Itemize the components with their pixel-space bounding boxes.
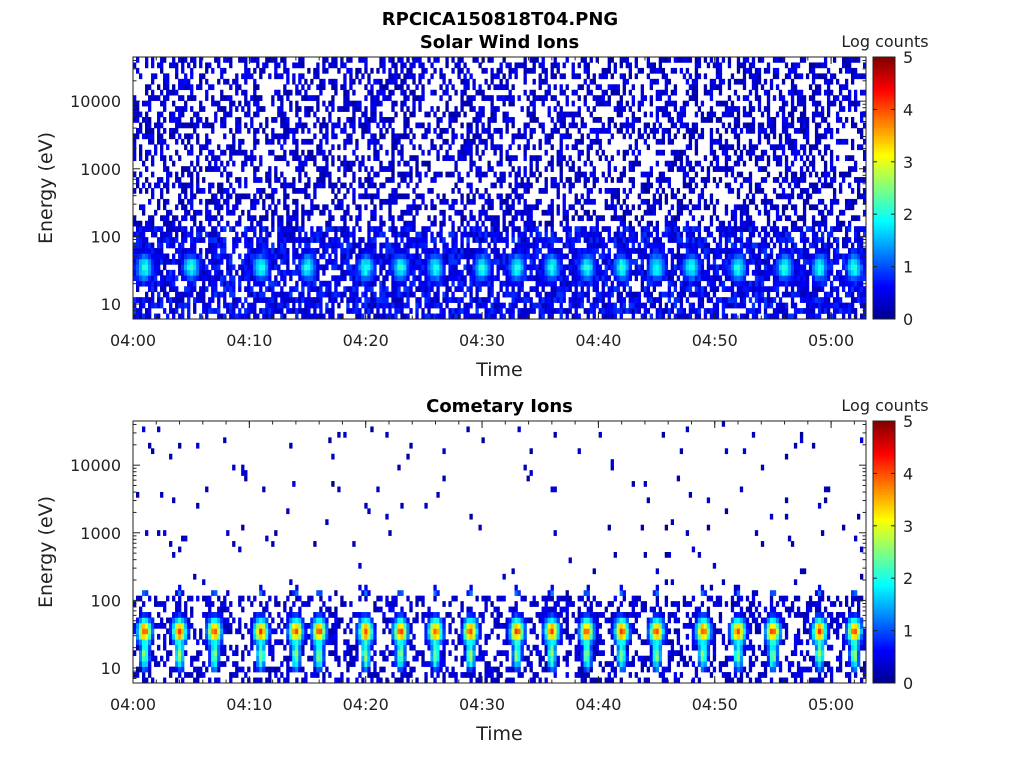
x-tick-label: 04:00 — [110, 331, 156, 350]
colorbar-tick-label: 3 — [903, 517, 913, 536]
colorbar-tick-label: 2 — [903, 205, 913, 224]
axes-frame — [132, 420, 867, 684]
colorbar-tick-label: 1 — [903, 622, 913, 641]
plot-area — [133, 421, 866, 683]
colorbar-tick-label: 4 — [903, 100, 913, 119]
y-axis-label: Energy (eV) — [35, 132, 57, 244]
x-tick-label: 04:30 — [459, 695, 505, 714]
colorbar-tick-label: 5 — [903, 48, 913, 67]
y-tick-label: 1000 — [80, 524, 121, 543]
x-tick-label: 05:00 — [808, 331, 854, 350]
y-tick-label: 10000 — [70, 92, 121, 111]
y-tick-label: 10000 — [70, 456, 121, 475]
heatmap-cells — [133, 57, 867, 320]
colorbar-tick-label: 0 — [903, 674, 913, 693]
colorbar-label: Log counts — [841, 32, 928, 51]
colorbar-tick-label: 2 — [903, 569, 913, 588]
colorbar-tick-label: 0 — [903, 310, 913, 329]
x-tick-label: 04:40 — [575, 331, 621, 350]
colorbar-tick-label: 5 — [903, 412, 913, 431]
y-tick-label: 100 — [90, 591, 121, 610]
x-tick-label: 04:40 — [575, 695, 621, 714]
x-tick-label: 04:10 — [226, 695, 272, 714]
x-axis-label: Time — [475, 359, 523, 381]
x-tick-label: 04:50 — [692, 331, 738, 350]
x-tick-label: 04:20 — [343, 695, 389, 714]
axes-frame — [132, 56, 867, 320]
solar-wind-ions-panel: Solar Wind Ions 04:00 04:10 04:20 04:30 04:40… — [35, 32, 929, 381]
x-axis-label: Time — [475, 723, 523, 745]
figure-title: RPCICA150818T04.PNG — [382, 9, 618, 30]
y-tick-label: 100 — [90, 227, 121, 246]
y-tick-label: 10 — [101, 659, 121, 678]
y-axis-label: Energy (eV) — [35, 496, 57, 608]
x-tick-label: 04:30 — [459, 331, 505, 350]
panel-title: Cometary Ions — [426, 396, 573, 417]
x-tick-label: 04:10 — [226, 331, 272, 350]
x-tick-label: 04:20 — [343, 331, 389, 350]
x-tick-label: 04:00 — [110, 695, 156, 714]
colorbar-tick-label: 1 — [903, 258, 913, 277]
panel-title: Solar Wind Ions — [420, 32, 579, 53]
x-tick-label: 05:00 — [808, 695, 854, 714]
colorbar-tick-label: 3 — [903, 153, 913, 172]
y-tick-label: 10 — [101, 295, 121, 314]
y-tick-label: 1000 — [80, 160, 121, 179]
heatmap-cells — [133, 421, 867, 684]
colorbar-label: Log counts — [841, 396, 928, 415]
colorbar-tick-label: 4 — [903, 464, 913, 483]
x-tick-label: 04:50 — [692, 695, 738, 714]
